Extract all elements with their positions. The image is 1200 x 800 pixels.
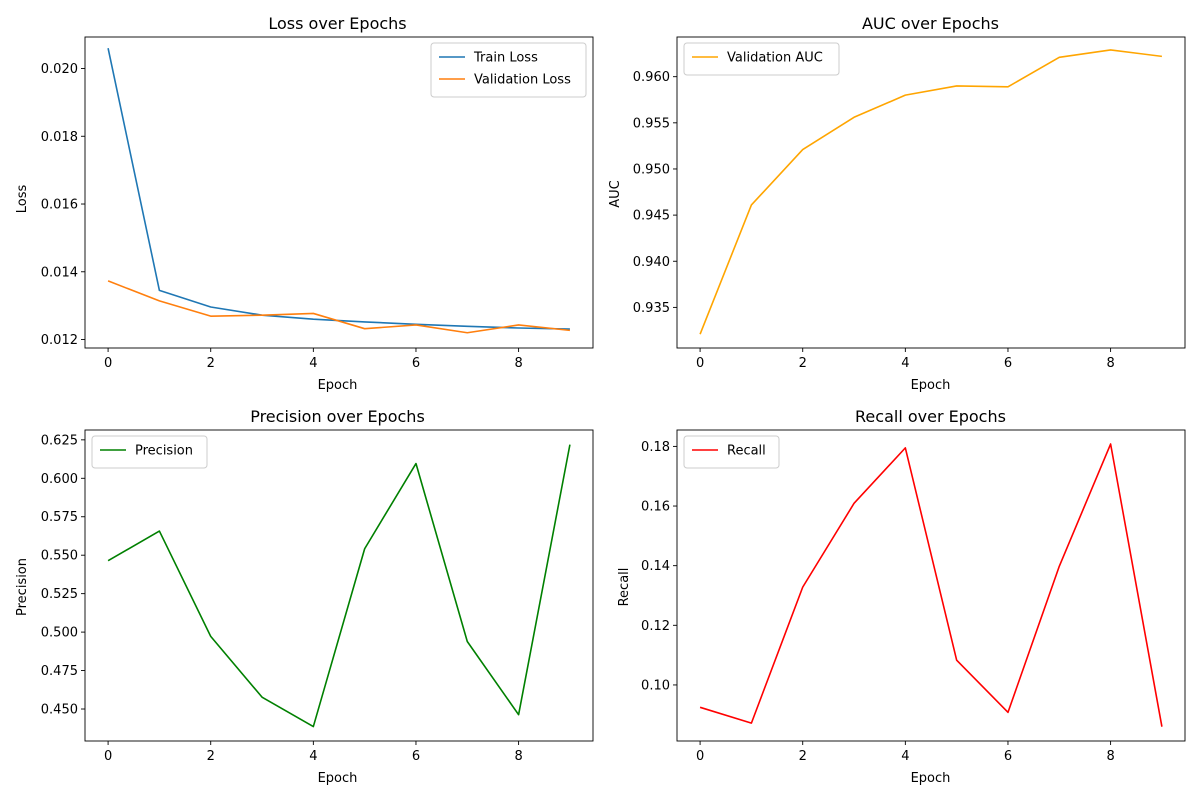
x-tick-label: 2 (799, 749, 807, 764)
legend-label: Validation Loss (474, 73, 571, 88)
recall-chart: Recall over Epochs Epoch Recall 0 2 4 6 8 0.1… (617, 407, 1186, 786)
plot-area: 0 2 4 6 8 0.012 0.014 0.016 0.018 0.020 Train Loss… (41, 36, 594, 371)
x-tick-label: 2 (207, 749, 215, 764)
x-tick-label: 8 (1106, 749, 1114, 764)
x-tick-label: 4 (901, 749, 909, 764)
x-tick-label: 0 (696, 356, 704, 371)
y-axis-label: AUC (608, 180, 623, 208)
y-tick-label: 0.950 (633, 162, 670, 177)
plot-area: 0 2 4 6 8 0.10 0.12 0.14 0.16 0.18 Recall (641, 429, 1186, 764)
chart-title: Recall over Epochs (855, 407, 1006, 426)
x-tick-label: 8 (1106, 356, 1114, 371)
y-tick-label: 0.935 (633, 301, 670, 316)
x-tick-label: 6 (412, 749, 420, 764)
y-axis-label: Recall (617, 568, 632, 607)
legend: Precision (91, 435, 208, 469)
y-tick-label: 0.500 (41, 626, 78, 641)
y-tick-label: 0.550 (41, 549, 78, 564)
y-tick-label: 0.020 (41, 62, 78, 77)
y-tick-label: 0.012 (41, 333, 78, 348)
x-tick-label: 4 (309, 749, 317, 764)
y-tick-label: 0.955 (633, 116, 670, 131)
y-tick-label: 0.018 (41, 130, 78, 145)
x-tick-label: 0 (696, 749, 704, 764)
legend-label: Recall (727, 444, 766, 459)
legend-box (683, 435, 780, 469)
x-tick-label: 6 (412, 356, 420, 371)
precision-chart: Precision over Epochs Epoch Precision 0 2… (15, 407, 594, 786)
x-tick-label: 6 (1004, 749, 1012, 764)
chart-title: AUC over Epochs (862, 14, 999, 33)
y-axis-label: Loss (15, 185, 30, 214)
axes-frame (676, 36, 1186, 349)
auc-chart: AUC over Epochs Epoch AUC 0 2 4 6 8 0.935 0.94… (608, 14, 1186, 393)
x-tick-label: 0 (104, 749, 112, 764)
axes-frame (84, 36, 594, 349)
legend: Train Loss Validation Loss (430, 42, 587, 98)
y-tick-label: 0.450 (41, 703, 78, 718)
series-line-0 (107, 444, 571, 728)
chart-title: Precision over Epochs (250, 407, 425, 426)
plot-area: 0 2 4 6 8 0.935 0.940 0.945 0.950 0.955 0.960 Valid… (633, 36, 1186, 371)
y-tick-label: 0.016 (41, 198, 78, 213)
y-tick-label: 0.014 (41, 265, 78, 280)
y-tick-label: 0.960 (633, 70, 670, 85)
legend-box (91, 435, 208, 469)
y-tick-label: 0.600 (41, 472, 78, 487)
x-axis-label: Epoch (911, 378, 951, 393)
x-tick-label: 4 (901, 356, 909, 371)
y-tick-label: 0.16 (641, 500, 670, 515)
x-tick-label: 8 (514, 356, 522, 371)
y-tick-label: 0.525 (41, 587, 78, 602)
x-tick-label: 8 (514, 749, 522, 764)
series-line-0 (699, 443, 1163, 727)
x-tick-label: 0 (104, 356, 112, 371)
y-axis-label: Precision (15, 558, 30, 616)
legend: Recall (683, 435, 780, 469)
axes-frame (84, 429, 594, 742)
legend-label: Precision (135, 444, 193, 459)
y-tick-label: 0.475 (41, 664, 78, 679)
axes-frame (676, 429, 1186, 742)
y-tick-label: 0.945 (633, 209, 670, 224)
x-tick-label: 6 (1004, 356, 1012, 371)
legend-box (683, 42, 840, 76)
x-axis-label: Epoch (911, 771, 951, 786)
y-tick-label: 0.940 (633, 255, 670, 270)
series-line-1 (107, 280, 570, 334)
series-line-0 (699, 49, 1163, 335)
legend-label: Validation AUC (727, 51, 823, 66)
y-tick-label: 0.10 (641, 678, 670, 693)
y-tick-label: 0.18 (641, 440, 670, 455)
loss-chart: Loss over Epochs Epoch Loss 0 2 4 6 8 0.012 0.… (15, 14, 594, 393)
x-tick-label: 4 (309, 356, 317, 371)
y-tick-label: 0.14 (641, 559, 670, 574)
y-tick-label: 0.12 (641, 619, 670, 634)
x-axis-label: Epoch (318, 378, 358, 393)
legend: Validation AUC (683, 42, 840, 76)
plot-area: 0 2 4 6 8 0.450 0.475 0.500 0.525 0.550 0.575 0.600… (41, 429, 594, 764)
legend-label: Train Loss (473, 51, 538, 66)
chart-title: Loss over Epochs (268, 14, 406, 33)
x-axis-label: Epoch (318, 771, 358, 786)
x-tick-label: 2 (207, 356, 215, 371)
y-tick-label: 0.575 (41, 510, 78, 525)
x-tick-label: 2 (799, 356, 807, 371)
legend-box (430, 42, 587, 98)
y-tick-label: 0.625 (41, 433, 78, 448)
